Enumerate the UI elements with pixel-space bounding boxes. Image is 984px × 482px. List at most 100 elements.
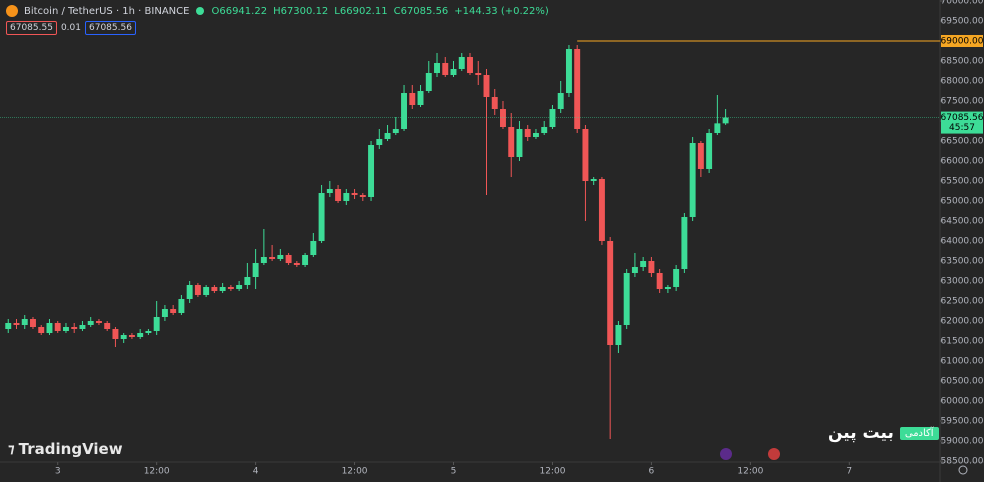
candle-body [318, 193, 325, 241]
order-row: 67085.55 0.01 67085.56 [6, 21, 136, 35]
watermark-name: بیت پین [828, 423, 894, 443]
candle-body [343, 193, 350, 201]
candle-body [203, 287, 210, 295]
candle-body [368, 145, 375, 197]
ohlc-close: C67085.56 [393, 5, 449, 17]
candle-body [458, 57, 465, 69]
settings-icon[interactable] [958, 465, 968, 475]
candle-body [384, 133, 391, 139]
candle-body [442, 63, 449, 75]
candle-body [227, 287, 234, 289]
candle-body [409, 93, 416, 105]
ohlc-low: L66902.11 [334, 5, 388, 17]
price-level-tag [941, 35, 983, 47]
ask-price[interactable]: 67085.56 [85, 21, 136, 35]
bid-price[interactable]: 67085.55 [6, 21, 57, 35]
candle-body [656, 273, 663, 289]
candle-body [450, 69, 457, 75]
watermark-tag: آکادمی [899, 426, 939, 440]
candle-body [508, 127, 515, 157]
logo[interactable]: ⁊ TradingView [8, 440, 123, 458]
x-tick-label: 12:00 [539, 467, 565, 477]
candle-body [500, 109, 506, 127]
candle-body [467, 57, 473, 73]
y-tick-label: 65000.00 [941, 197, 984, 207]
candle-body [673, 269, 680, 287]
candle-body [145, 331, 152, 333]
candle-body [359, 195, 366, 197]
y-tick-label: 59500.00 [941, 417, 984, 427]
candle-body [137, 333, 144, 337]
y-tick-label: 63500.00 [941, 257, 984, 267]
event-icon[interactable] [768, 448, 780, 460]
candle-body [615, 325, 622, 345]
symbol: Bitcoin / TetherUS · 1h · BINANCE [24, 5, 190, 17]
candle-body [277, 255, 284, 259]
y-tick-label: 61000.00 [941, 357, 984, 367]
candle-body [582, 129, 589, 181]
candle-body [293, 263, 300, 265]
ohlc-change: +144.33 (+0.22%) [454, 5, 549, 17]
candle-body [335, 189, 342, 201]
y-tick-label: 67500.00 [941, 97, 984, 107]
candle-body [302, 255, 309, 265]
candle-body [153, 317, 160, 331]
spread: 0.01 [60, 23, 81, 33]
candle-body [664, 287, 671, 289]
candle-body [219, 287, 226, 291]
candle-body [79, 325, 86, 329]
logo-text: TradingView [18, 440, 123, 458]
candle-body [211, 287, 218, 291]
candle-body [120, 335, 127, 339]
candle-body [252, 263, 259, 277]
candle-body [194, 285, 201, 295]
candle-body [186, 285, 193, 299]
y-tick-label: 66000.00 [941, 157, 984, 167]
y-tick-label: 64000.00 [941, 237, 984, 247]
last-price-label: 67085.56 [941, 113, 984, 123]
x-tick-label: 12:00 [342, 467, 368, 477]
candle-body [170, 309, 177, 313]
x-tick-label: 12:00 [144, 467, 170, 477]
candle-body [285, 255, 292, 263]
candle-body [260, 257, 267, 263]
y-tick-label: 62000.00 [941, 317, 984, 327]
ohlc-high: H67300.12 [273, 5, 329, 17]
btc-icon [6, 5, 18, 17]
candle-body [38, 327, 45, 333]
status-dot [196, 7, 205, 15]
candle-body [310, 241, 317, 255]
y-tick-label: 65500.00 [941, 177, 984, 187]
x-tick-label: 12:00 [737, 467, 763, 477]
candle-body [95, 321, 102, 323]
countdown: 45:57 [949, 123, 975, 133]
candle-body [689, 143, 696, 217]
candle-body [87, 321, 94, 325]
y-tick-label: 68500.00 [941, 57, 984, 67]
candle-body [541, 127, 548, 133]
candle-body [475, 73, 482, 75]
candle-body [62, 327, 69, 331]
candle-body [425, 73, 432, 91]
candle-body [30, 319, 36, 327]
candle-body [640, 261, 647, 267]
candle-body [706, 133, 713, 169]
candle-body [631, 267, 638, 273]
candle-body [524, 129, 531, 137]
y-tick-label: 60500.00 [941, 377, 984, 387]
candle-body [236, 285, 243, 289]
candle-body [714, 123, 721, 133]
candle-body [104, 323, 111, 329]
event-icon[interactable] [720, 448, 732, 460]
candle-body [376, 139, 383, 145]
y-tick-label: 68000.00 [941, 77, 984, 87]
y-tick-label: 62500.00 [941, 297, 984, 307]
candle-body [590, 179, 597, 181]
candle-body [491, 97, 498, 109]
candle-body [722, 117, 729, 124]
candle-body [417, 91, 424, 105]
y-tick-label: 58500.00 [941, 457, 984, 467]
candle-body [13, 323, 20, 325]
y-tick-label: 70000.00 [941, 0, 984, 7]
